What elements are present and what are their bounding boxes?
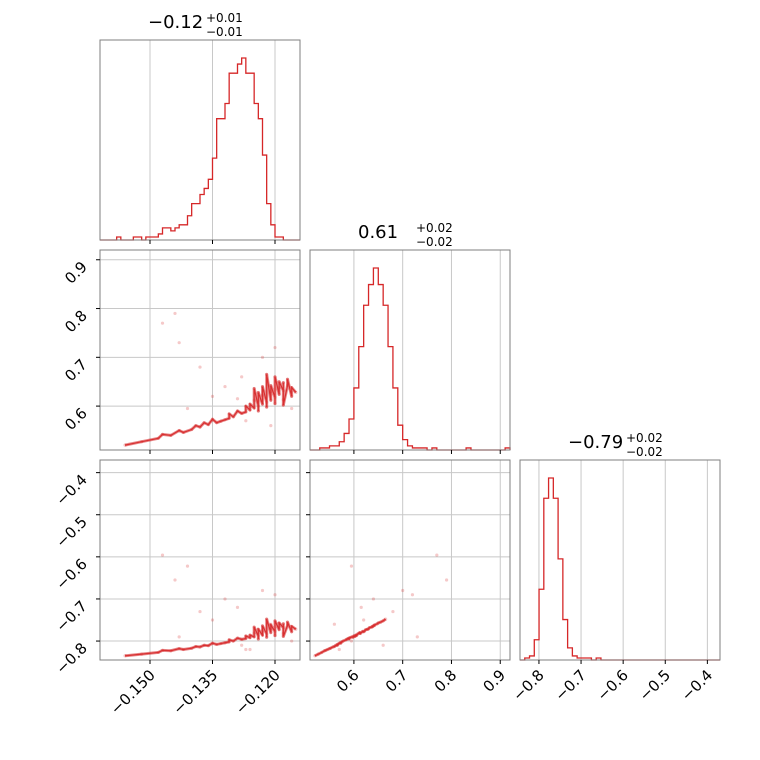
y-tick-label: 0.7	[61, 355, 91, 385]
sample-point	[198, 609, 202, 614]
sample-point	[349, 564, 354, 568]
sample-point	[273, 345, 277, 350]
sample-point	[173, 578, 177, 582]
y-tick-label: −0.4	[52, 471, 90, 509]
sample-point	[290, 639, 294, 643]
sample-point	[240, 375, 244, 379]
sample-point	[410, 593, 415, 597]
sample-point	[177, 341, 181, 345]
sample-point	[210, 394, 215, 398]
title-minus: −0.01	[206, 25, 243, 39]
contour-band	[124, 617, 297, 658]
sample-point	[160, 321, 165, 325]
sample-point	[521, 648, 524, 651]
x-tick-label: −0.150	[107, 666, 159, 718]
scatter-panel-2-1	[309, 459, 524, 661]
sample-point	[223, 597, 227, 601]
title-minus: −0.02	[416, 235, 453, 249]
histogram-panel-3: −0.79 +0.02−0.02	[519, 431, 721, 661]
contour-band	[124, 372, 297, 447]
hist-title-1: −0.12	[148, 12, 203, 33]
sample-point	[185, 406, 190, 411]
scatter-panel-2-0	[99, 459, 301, 661]
histogram-step-2	[310, 267, 511, 451]
title-plus: +0.02	[416, 221, 453, 235]
sample-point	[173, 311, 177, 316]
sample-point	[269, 424, 273, 428]
contour-line	[124, 374, 297, 446]
sample-point	[248, 236, 251, 239]
sample-point	[240, 643, 244, 647]
panel-frame	[519, 459, 721, 661]
title-plus: +0.02	[626, 431, 663, 445]
hist-title-2: 0.61	[358, 222, 398, 243]
y-tick-label: −0.8	[52, 639, 90, 677]
x-tick-label: −0.120	[232, 666, 284, 718]
contour-line	[314, 618, 386, 657]
sample-point	[273, 593, 277, 597]
y-tick-label: −0.5	[52, 513, 90, 551]
sample-point	[235, 397, 240, 401]
x-tick-label: −0.135	[169, 666, 221, 718]
sample-point	[260, 355, 265, 359]
sample-point	[185, 564, 190, 568]
sample-point	[444, 578, 449, 582]
panel-frame	[99, 249, 301, 451]
contour-line	[124, 618, 297, 657]
sample-point	[362, 618, 366, 622]
panel-frame	[99, 459, 301, 661]
sample-point	[244, 647, 248, 652]
title-minus: −0.02	[626, 445, 663, 459]
x-tick-label: 0.7	[382, 666, 412, 696]
sample-point	[290, 406, 294, 411]
sample-point	[381, 643, 385, 647]
title-median: 0.61	[358, 222, 398, 243]
sample-point	[359, 605, 363, 609]
hist-title-3: −0.79	[568, 432, 623, 453]
sample-point	[198, 365, 202, 369]
sample-point	[160, 553, 165, 557]
sample-point	[435, 553, 439, 557]
panel-frame	[309, 459, 511, 661]
sample-point	[260, 588, 265, 593]
x-tick-label: 0.6	[333, 666, 363, 696]
sample-point	[371, 597, 376, 601]
x-tick-label: −0.8	[509, 666, 547, 704]
x-tick-label: 0.8	[431, 666, 461, 696]
panel-frame	[309, 249, 511, 451]
sample-point	[415, 635, 419, 639]
y-tick-label: 0.6	[61, 404, 91, 434]
histogram-step-1	[100, 57, 300, 241]
sample-point	[337, 647, 341, 652]
x-tick-label: −0.5	[636, 666, 674, 704]
sample-point	[244, 419, 248, 423]
sample-point	[349, 639, 354, 643]
y-tick-label: 0.9	[61, 258, 91, 288]
sample-point	[332, 622, 336, 626]
sample-point	[401, 588, 405, 593]
y-tick-label: −0.7	[52, 597, 90, 635]
sample-point	[210, 618, 215, 622]
x-tick-label: −0.4	[678, 666, 716, 704]
histogram-panel-2: 0.61 +0.02−0.02	[309, 221, 511, 451]
panel-frame	[99, 39, 301, 241]
sample-point	[223, 384, 227, 389]
title-median: −0.12	[148, 12, 203, 33]
x-tick-label: −0.6	[593, 666, 631, 704]
title-median: −0.79	[568, 432, 623, 453]
y-tick-label: −0.6	[52, 555, 90, 593]
sample-point	[391, 609, 395, 614]
scatter-panel-1-0	[99, 236, 301, 451]
histogram-step-3	[520, 477, 720, 661]
histogram-panel-1: −0.12 +0.01−0.01	[99, 11, 301, 241]
title-plus: +0.01	[206, 11, 243, 25]
x-tick-label: 0.9	[479, 666, 509, 696]
sample-point	[248, 647, 252, 652]
sample-point	[177, 635, 181, 639]
sample-point	[235, 605, 240, 609]
x-tick-label: −0.7	[551, 666, 589, 704]
y-tick-label: 0.8	[61, 307, 91, 337]
